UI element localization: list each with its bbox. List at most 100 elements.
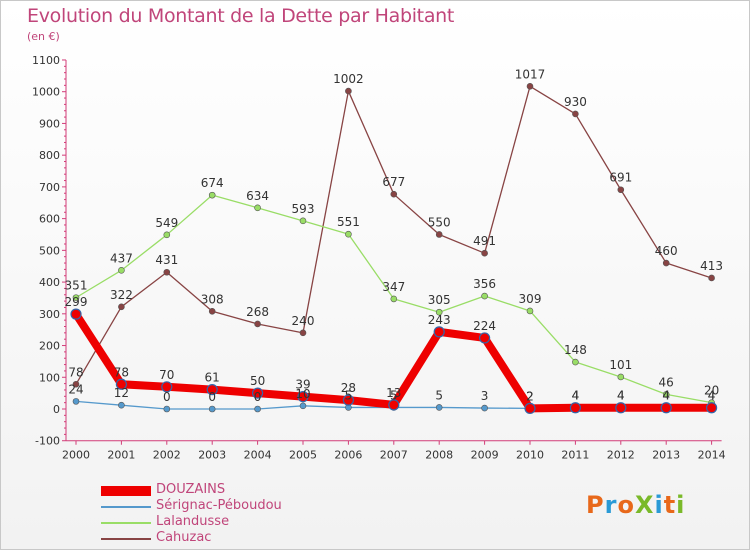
data-point <box>342 394 354 406</box>
logo-letter: o <box>617 491 635 519</box>
legend: DOUZAINS Sérignac-Péboudou Lalandusse Ca… <box>101 483 341 547</box>
data-label: 4 <box>662 389 670 403</box>
legend-swatch-serignac <box>101 506 151 508</box>
y-tick-label: 900 <box>39 117 60 130</box>
data-label: 491 <box>473 234 496 248</box>
logo-letter: i <box>654 491 664 519</box>
data-label: 549 <box>155 216 178 230</box>
data-point <box>345 87 352 95</box>
y-tick-label: 800 <box>39 149 60 162</box>
data-point <box>163 268 171 276</box>
data-point <box>208 307 216 315</box>
data-point <box>161 381 173 393</box>
x-tick-label: 2014 <box>698 449 726 462</box>
data-label: 148 <box>564 343 587 357</box>
x-tick-label: 2008 <box>425 449 453 462</box>
data-point <box>390 190 398 198</box>
data-point <box>297 391 309 403</box>
data-point <box>388 399 400 411</box>
data-label: 39 <box>295 378 310 392</box>
data-label: 10 <box>295 387 310 401</box>
data-point <box>72 398 80 405</box>
data-point <box>435 231 443 238</box>
data-label: 4 <box>572 389 580 403</box>
y-tick-label: 700 <box>39 181 60 194</box>
x-tick-label: 2013 <box>652 449 680 462</box>
data-label: 351 <box>65 279 88 293</box>
y-tick-label: 1000 <box>32 86 60 99</box>
y-tick-label: 600 <box>39 213 60 226</box>
legend-swatch-douzains <box>101 486 151 496</box>
data-point <box>662 259 670 267</box>
legend-label: Sérignac-Péboudou <box>156 498 282 513</box>
x-tick-label: 2010 <box>516 449 544 462</box>
data-label: 268 <box>246 305 269 319</box>
data-point <box>660 402 672 414</box>
data-point <box>569 402 582 414</box>
data-label: 431 <box>155 253 178 267</box>
data-label: 347 <box>382 280 405 294</box>
data-point <box>254 204 261 212</box>
proxiti-logo: ProXiti <box>586 491 685 519</box>
data-point <box>118 401 125 409</box>
data-point <box>299 329 307 337</box>
data-point <box>572 358 579 366</box>
data-point <box>617 186 625 194</box>
legend-item-cahuzac: Cahuzac <box>101 531 341 547</box>
data-label: 691 <box>609 171 632 185</box>
series-line-cahuzac <box>75 85 713 385</box>
data-point <box>524 402 536 414</box>
x-tick-label: 2000 <box>62 449 90 462</box>
data-point <box>299 402 307 410</box>
data-label: 28 <box>341 381 356 395</box>
logo-letter: r <box>604 491 618 519</box>
data-point <box>572 110 579 118</box>
data-point <box>345 230 352 238</box>
logo-letter: i <box>676 491 686 519</box>
legend-item-douzains: DOUZAINS <box>101 483 341 499</box>
logo-letter: t <box>663 491 677 519</box>
data-point <box>481 404 488 412</box>
data-point <box>435 308 443 316</box>
data-point <box>254 405 261 413</box>
legend-item-serignac: Sérignac-Péboudou <box>101 499 341 515</box>
data-label: 240 <box>292 314 315 328</box>
data-point <box>252 387 264 399</box>
data-point <box>526 83 534 90</box>
data-point <box>115 378 128 390</box>
data-label: 24 <box>68 382 83 396</box>
x-tick-label: 2003 <box>198 449 226 462</box>
data-point <box>163 231 171 239</box>
data-point <box>662 391 670 398</box>
data-label: 674 <box>201 176 224 190</box>
data-label: 309 <box>519 292 542 306</box>
data-label: 4 <box>708 389 716 403</box>
data-point <box>299 217 307 225</box>
legend-swatch-lalandusse <box>101 522 151 524</box>
data-label: 437 <box>110 251 133 265</box>
data-label: 356 <box>473 277 496 291</box>
data-point <box>708 274 715 282</box>
chart-title: Evolution du Montant de la Dette par Hab… <box>27 5 455 27</box>
data-label: 50 <box>250 374 265 388</box>
data-point <box>208 405 216 413</box>
data-label: 5 <box>390 388 398 402</box>
data-label: 0 <box>208 390 216 404</box>
data-label: 12 <box>114 386 129 400</box>
data-label: 4 <box>617 389 625 403</box>
data-label: 550 <box>428 215 451 229</box>
data-label: 2 <box>526 389 534 403</box>
x-tick-label: 2001 <box>107 449 135 462</box>
logo-letter: X <box>634 491 655 519</box>
data-point <box>72 380 80 388</box>
data-point <box>118 267 125 274</box>
data-label: 930 <box>564 95 587 109</box>
data-point <box>390 295 398 303</box>
data-label: 4 <box>708 389 716 403</box>
y-tick-label: -100 <box>35 435 60 448</box>
y-tick-label: 400 <box>39 276 60 289</box>
y-tick-label: 0 <box>53 403 60 416</box>
data-point <box>163 405 171 413</box>
legend-label: DOUZAINS <box>156 482 226 497</box>
